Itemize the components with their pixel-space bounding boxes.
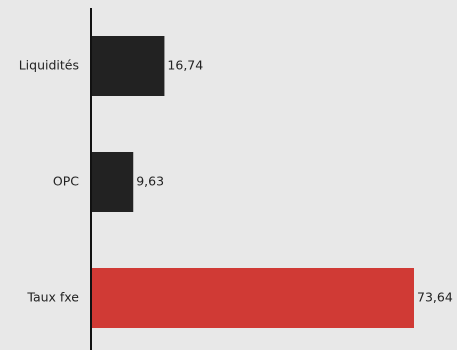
- bars-group: [91, 36, 414, 328]
- category-label-0: Liquidités: [19, 58, 79, 73]
- bar-2: [91, 268, 414, 328]
- category-label-1: OPC: [53, 174, 79, 189]
- bar-1: [91, 152, 134, 212]
- bar-0: [91, 36, 165, 96]
- value-label-1: 9,63: [136, 174, 164, 189]
- category-labels: Liquidités OPC Taux fxe: [19, 58, 80, 305]
- value-label-2: 73,64: [417, 290, 453, 305]
- category-label-2: Taux fxe: [26, 290, 79, 305]
- value-label-0: 16,74: [167, 58, 203, 73]
- value-labels: 16,74 9,63 73,64: [136, 58, 453, 305]
